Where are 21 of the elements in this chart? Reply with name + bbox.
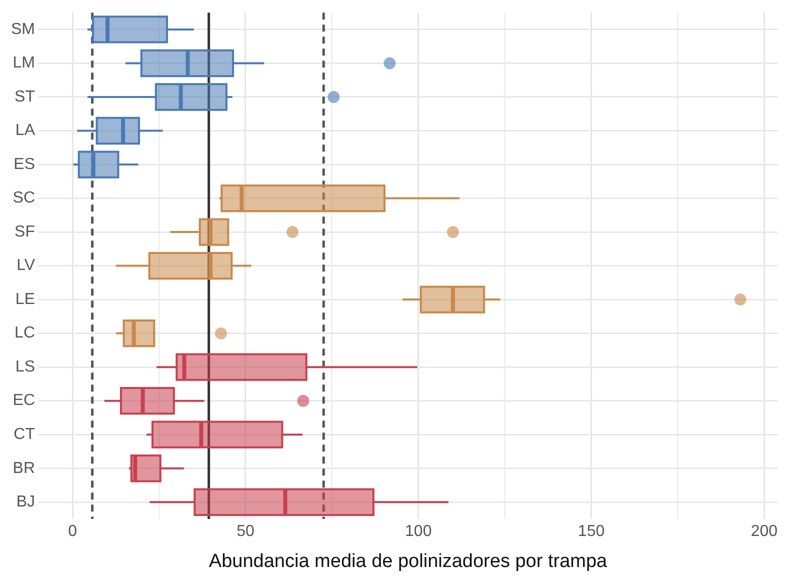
y-tick-label: LM [12, 54, 35, 72]
y-tick-label: ES [14, 156, 35, 173]
x-axis-title: Abundancia media de polinizadores por trampa [208, 550, 608, 572]
x-tick-label: 0 [68, 523, 78, 540]
x-tick-label: 150 [578, 523, 605, 540]
y-tick-label: BR [12, 460, 35, 477]
y-tick-label: SC [12, 190, 35, 207]
x-tick-label: 100 [405, 523, 432, 540]
y-tick-label: CT [14, 426, 36, 444]
y-tick-label: LC [14, 324, 35, 342]
x-tick-label: 200 [750, 523, 778, 540]
y-tick-label: BJ [16, 494, 35, 511]
y-tick-label: LA [15, 122, 36, 140]
y-tick-label: LS [15, 358, 35, 376]
x-tick-label: 50 [236, 523, 254, 540]
y-tick-label: ST [14, 88, 36, 106]
y-tick-label: LV [16, 257, 36, 274]
y-tick-label: LE [15, 290, 35, 308]
y-tick-label: SF [14, 223, 36, 240]
y-tick-label: EC [12, 392, 35, 410]
y-tick-label: SM [11, 20, 35, 38]
